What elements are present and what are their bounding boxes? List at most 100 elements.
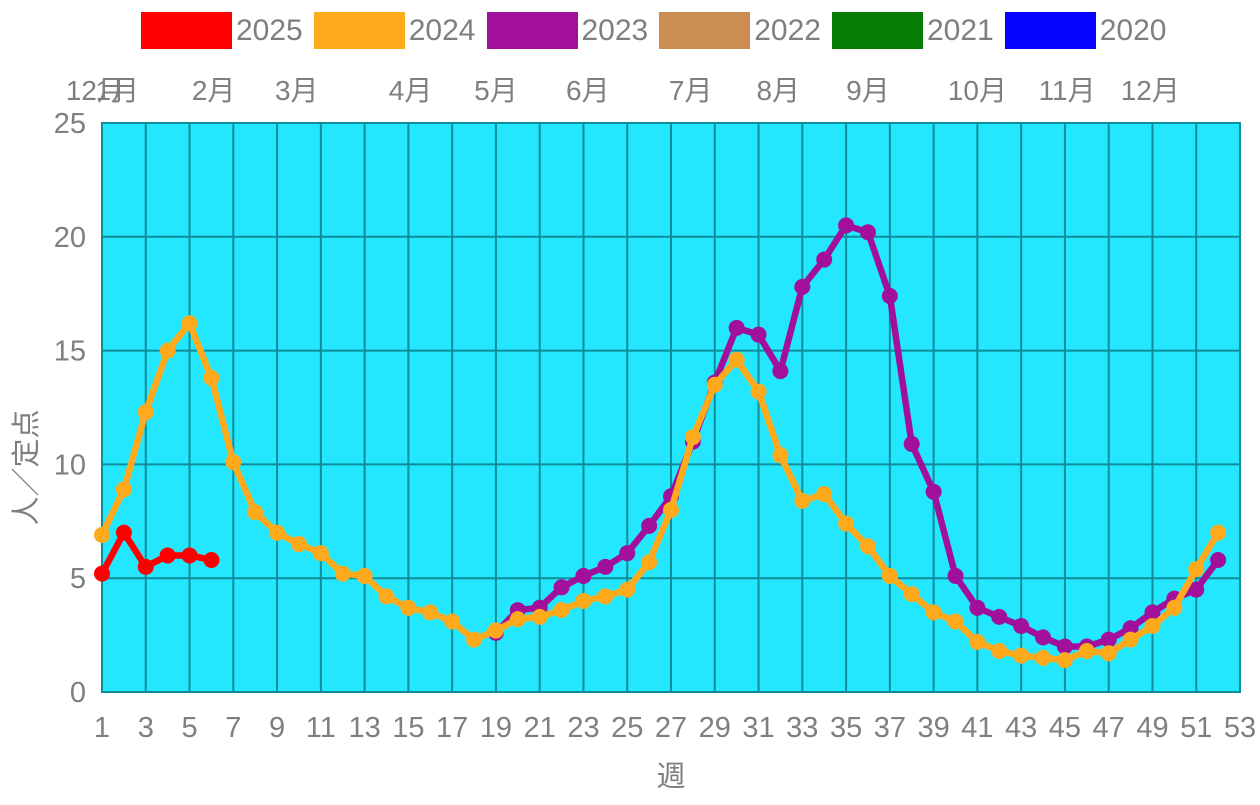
series-2024-point [115,481,132,498]
series-2023-point [1188,581,1205,598]
series-2024-point [269,524,286,541]
y-tick-label: 25 [54,108,86,140]
x-tick-label: 29 [699,712,731,744]
series-2024-point [181,315,198,332]
series-2024-point [422,604,439,621]
series-2023-point [619,545,636,562]
series-2023-point [1122,620,1139,637]
series-2025-point [159,547,176,564]
series-2024-line [98,320,1222,664]
plot-border [101,122,1241,693]
series-2023-point [859,224,876,241]
y-tick-label: 15 [54,336,86,368]
month-label: 2月 [192,75,236,106]
series-2024-point [312,545,329,562]
x-tick-label: 33 [786,712,818,744]
series-2023-point [750,326,767,343]
series-2024-point [1100,645,1117,662]
legend-label: 2020 [1099,13,1167,47]
series-2024-point [137,404,154,421]
series-2024-point [772,447,789,464]
series-2025-point [137,558,154,575]
legend-swatch-2020 [1004,12,1096,49]
series-2023-point [969,599,986,616]
legend-item-2021: 2021 [832,12,1004,49]
month-label: 10月 [948,75,1007,106]
x-axis-title: 週 [656,761,685,793]
x-tick-label: 21 [524,712,556,744]
series-2025-point [115,524,132,541]
legend-item-2024: 2024 [313,12,486,49]
x-tick-label: 49 [1136,712,1168,744]
x-tick-label: 43 [1005,712,1037,744]
series-2023-point [838,217,855,234]
series-2023-point [925,483,942,500]
month-label: 12月 [1121,75,1180,106]
series-2025-point [94,565,110,582]
month-label: 11月 [1039,75,1096,106]
x-tick-label: 25 [611,712,643,744]
series-2024-point [553,602,570,619]
series-2024-point [1122,631,1139,648]
series-2024-point [290,536,307,553]
y-tick-label: 5 [70,563,86,595]
series-2024-point [203,369,220,386]
series-2024-point [881,567,898,584]
x-tick-label: 45 [1049,712,1081,744]
x-tick-label: 9 [269,712,285,744]
series-2024-point [487,622,504,639]
month-label: 3月 [275,75,319,106]
legend-swatch-2022 [659,12,751,49]
series-2023-point [1210,551,1227,568]
series-2024-point [400,599,417,616]
series-2023-point [575,567,592,584]
series-2024-point [728,351,745,368]
legend-label: 2024 [408,13,476,47]
legend: 2025 2024 2023 2022 2021 2020 [141,12,1178,49]
x-tick-label: 47 [1093,712,1125,744]
x-tick-label: 11 [306,712,336,744]
legend-item-2022: 2022 [659,12,831,49]
series-2023-point [903,435,920,452]
series-2024-point [925,604,942,621]
x-tick-label: 53 [1224,712,1256,744]
series-2023-point [728,319,745,336]
series-2024-point [1188,561,1205,578]
series-2023-line [492,222,1222,650]
series-2023-point [816,251,833,268]
series-2023-point [1013,617,1030,634]
legend-swatch-2021 [832,12,923,49]
x-tick-label: 31 [742,712,774,744]
series-2024-point [816,485,833,502]
series-2024-point [575,592,592,609]
x-tick-label: 17 [436,712,468,744]
series-2024-point [750,383,767,400]
series-2024-point [225,454,242,471]
month-label: 6月 [566,75,610,106]
series-2025-point [203,551,220,568]
series-2024-point [903,586,920,603]
y-tick-label: 0 [70,677,86,709]
series-2023-point [1100,631,1117,648]
series-2024-point [947,613,964,630]
series-2023-point [1056,638,1073,655]
month-label: 4月 [389,75,433,106]
legend-item-2025: 2025 [141,12,313,49]
y-tick-label: 10 [54,449,86,481]
series-2024-point [247,504,264,521]
series-2024-point [94,526,110,543]
series-2023-point [947,567,964,584]
series-2024-point [356,567,373,584]
legend-label: 2023 [581,13,649,47]
x-tick-label: 39 [917,712,949,744]
series-2024-point [466,631,483,648]
x-tick-label: 13 [348,712,380,744]
legend-label: 2021 [927,13,994,47]
series-2024-point [619,581,636,598]
series-2024-point [859,538,876,555]
series-2024-point [1144,617,1161,634]
series-2023-point [1144,604,1161,621]
x-tick-label: 15 [392,712,424,744]
x-tick-label: 19 [480,712,512,744]
